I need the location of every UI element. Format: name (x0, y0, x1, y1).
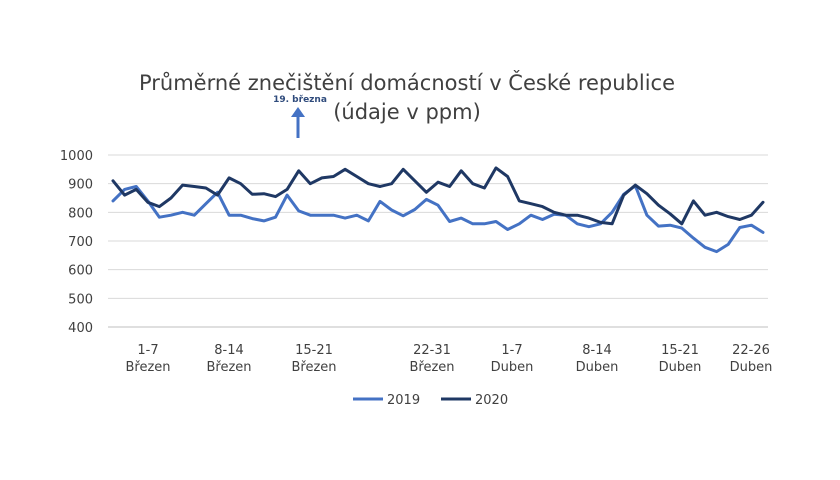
legend-label: 2020 (475, 393, 508, 408)
x-tick-range: 15-21 (295, 343, 333, 358)
annotation-label: 19. března (273, 95, 327, 105)
x-tick-month: Duben (730, 360, 773, 375)
legend: 2019 2020 (353, 393, 508, 408)
chart-title-line-2: (údaje v ppm) (333, 100, 481, 124)
x-tick-month: Březen (125, 360, 170, 375)
series-line-2020 (111, 166, 765, 226)
x-tick-label: 22-31 Březen (409, 343, 454, 375)
x-tick-month: Duben (659, 360, 702, 375)
x-tick-range: 22-26 (732, 343, 770, 358)
x-tick-month: Březen (409, 360, 454, 375)
legend-item-2019: 2019 (353, 393, 420, 408)
x-tick-label: 15-21 Březen (291, 343, 336, 375)
x-tick-label: 1-7 Březen (125, 343, 170, 375)
x-tick-range: 8-14 (214, 343, 244, 358)
y-tick-label: 400 (68, 321, 93, 336)
x-tick-label: 15-21 Duben (659, 343, 702, 375)
x-tick-range: 15-21 (661, 343, 699, 358)
x-tick-range: 1-7 (501, 343, 522, 358)
y-tick-label: 800 (68, 206, 93, 221)
y-axis-ticks: 400 500 600 700 800 900 1000 (60, 149, 93, 336)
series-line-2019 (111, 184, 765, 254)
chart-title-line-1: Průměrné znečištění domácností v České r… (139, 70, 675, 95)
x-tick-month: Duben (491, 360, 534, 375)
x-axis-ticks: 1-7 Březen 8-14 Březen 15-21 Březen 22-31 Březe… (125, 343, 772, 375)
x-tick-month: Březen (206, 360, 251, 375)
x-tick-month: Duben (576, 360, 619, 375)
annotation-arrow-head (291, 107, 305, 117)
x-tick-range: 8-14 (582, 343, 612, 358)
x-tick-label: 1-7 Duben (491, 343, 534, 375)
x-tick-label: 22-26 Duben (730, 343, 773, 375)
y-tick-label: 1000 (60, 149, 93, 164)
y-tick-label: 700 (68, 235, 93, 250)
legend-label: 2019 (387, 393, 420, 408)
x-tick-range: 22-31 (413, 343, 451, 358)
x-tick-label: 8-14 Březen (206, 343, 251, 375)
y-tick-label: 600 (68, 264, 93, 279)
x-tick-range: 1-7 (137, 343, 158, 358)
annotation-arrow: 19. března (273, 95, 327, 138)
legend-item-2020: 2020 (441, 393, 508, 408)
x-tick-label: 8-14 Duben (576, 343, 619, 375)
x-tick-month: Březen (291, 360, 336, 375)
series-lines (111, 166, 765, 254)
y-tick-label: 500 (68, 292, 93, 307)
y-tick-label: 900 (68, 178, 93, 193)
